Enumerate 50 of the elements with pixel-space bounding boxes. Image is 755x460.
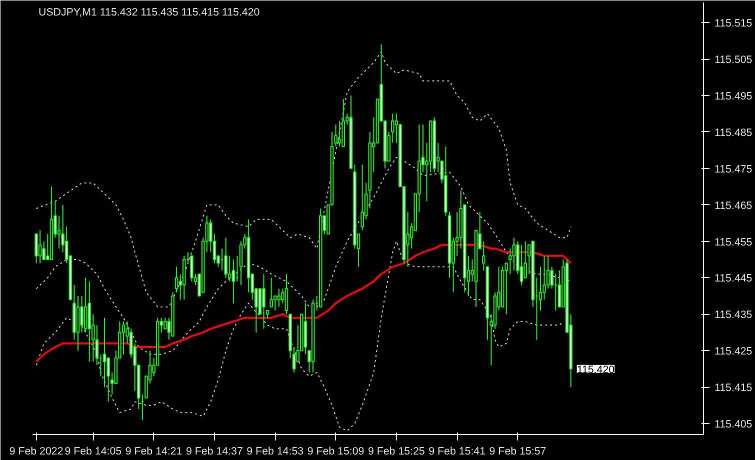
candlestick	[232, 259, 236, 304]
annotation: 115.420	[576, 364, 615, 376]
candlestick	[262, 274, 266, 330]
x-tick-label: 9 Feb 15:09	[307, 446, 364, 458]
x-tick-label: 9 Feb 2022	[9, 446, 64, 458]
candlestick	[538, 266, 542, 312]
candlestick	[239, 240, 243, 286]
y-tick-label: 115.465	[714, 200, 752, 212]
candlestick	[360, 164, 364, 231]
candlestick	[34, 233, 38, 264]
y-tick-label: 115.485	[714, 126, 752, 139]
x-tick-label: 9 Feb 15:41	[428, 446, 486, 458]
y-tick-label: 115.415	[714, 382, 752, 394]
x-tick-label: 9 Feb 14:53	[246, 446, 304, 458]
candlestick	[284, 274, 288, 315]
candlestick	[38, 230, 42, 264]
line-series	[36, 51, 572, 308]
candlestick	[84, 277, 88, 333]
x-tick-label: 9 Feb 15:25	[368, 446, 425, 458]
y-tick-label: 115.455	[714, 236, 752, 248]
candlestick	[520, 244, 524, 286]
chart-title: USDJPY,M1 115.432 115.435 115.415 115.420	[38, 6, 260, 18]
y-tick-label: 115.435	[714, 309, 752, 322]
candlestick	[224, 237, 228, 278]
candlestick	[57, 215, 61, 250]
y-tick-label: 115.495	[714, 90, 752, 102]
candlestick	[164, 317, 167, 330]
y-tick-label: 115.405	[714, 418, 752, 431]
y-tick-label: 115.445	[714, 272, 752, 285]
x-tick-label: 9 Feb 15:57	[489, 446, 546, 458]
y-tick-label: 115.475	[714, 163, 752, 176]
y-tick-label: 115.425	[714, 346, 752, 358]
candlestick	[277, 288, 281, 308]
candlestick	[338, 120, 342, 147]
x-tick-label: 9 Feb 14:37	[186, 446, 243, 458]
y-tick-label: 115.515	[714, 18, 752, 30]
candlestick	[512, 237, 516, 271]
candlestick	[190, 255, 194, 282]
candlestick	[334, 124, 338, 147]
candlestick	[80, 295, 84, 333]
candlestick	[122, 320, 126, 355]
x-tick-label: 9 Feb 14:05	[64, 446, 122, 458]
line-series	[36, 156, 572, 355]
candlestick	[174, 266, 178, 293]
candlestick	[270, 277, 273, 308]
y-tick-label: 115.505	[714, 54, 752, 66]
candlestick	[102, 317, 106, 388]
candlestick	[558, 270, 562, 308]
line-series	[36, 240, 564, 432]
x-tick-label: 9 Feb 14:21	[125, 446, 182, 458]
